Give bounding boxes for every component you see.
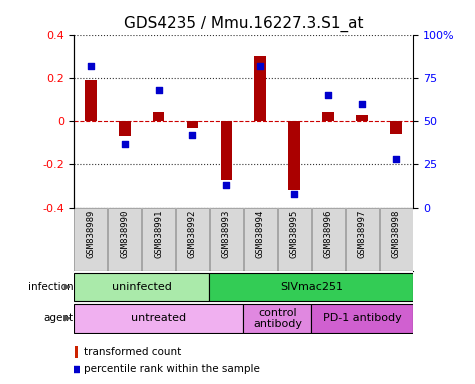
Bar (312, 304, 413, 333)
Text: GSM838995: GSM838995 (290, 210, 299, 258)
Text: GSM838991: GSM838991 (154, 210, 163, 258)
Text: infection: infection (28, 282, 74, 292)
Text: SIVmac251: SIVmac251 (280, 282, 343, 292)
Text: GSM838994: GSM838994 (256, 210, 265, 258)
Bar (152, 113, 164, 121)
Text: PD-1 antibody: PD-1 antibody (323, 313, 402, 323)
Text: GSM838998: GSM838998 (392, 210, 401, 258)
Text: agent: agent (44, 313, 74, 323)
Bar (85, 80, 96, 121)
Bar (220, 121, 232, 180)
Text: GSM838989: GSM838989 (86, 210, 95, 258)
Bar (243, 304, 312, 333)
Text: GSM838996: GSM838996 (324, 210, 333, 258)
Text: control
antibody: control antibody (253, 308, 302, 329)
Bar (119, 121, 131, 136)
Text: GSM838997: GSM838997 (358, 210, 367, 258)
Bar (210, 208, 243, 271)
Bar (323, 113, 334, 121)
Point (87, 63, 95, 69)
Point (155, 87, 162, 93)
Bar (312, 208, 345, 271)
Text: GSM838992: GSM838992 (188, 210, 197, 258)
Bar (356, 115, 368, 121)
Text: GSM838990: GSM838990 (120, 210, 129, 258)
Point (189, 132, 196, 138)
Point (73, 366, 80, 372)
Bar (278, 208, 311, 271)
Point (392, 156, 400, 162)
Bar (108, 208, 141, 271)
Point (324, 92, 332, 98)
Point (121, 141, 128, 147)
Text: untreated: untreated (131, 313, 186, 323)
Bar (187, 121, 199, 127)
Bar (74, 273, 209, 301)
Text: GSM838993: GSM838993 (222, 210, 231, 258)
Bar (209, 273, 413, 301)
Bar (176, 208, 209, 271)
Text: uninfected: uninfected (112, 282, 171, 292)
Bar (380, 208, 413, 271)
Bar (288, 121, 300, 190)
Text: percentile rank within the sample: percentile rank within the sample (84, 364, 260, 374)
Bar (244, 208, 277, 271)
Bar (74, 208, 107, 271)
Point (256, 63, 264, 69)
Bar (75, 346, 78, 358)
Point (291, 191, 298, 197)
Title: GDS4235 / Mmu.16227.3.S1_at: GDS4235 / Mmu.16227.3.S1_at (124, 16, 363, 32)
Bar (74, 304, 243, 333)
Bar (255, 56, 266, 121)
Bar (346, 208, 379, 271)
Point (223, 182, 230, 188)
Bar (390, 121, 402, 134)
Bar (142, 208, 175, 271)
Point (359, 101, 366, 107)
Text: transformed count: transformed count (84, 347, 181, 357)
